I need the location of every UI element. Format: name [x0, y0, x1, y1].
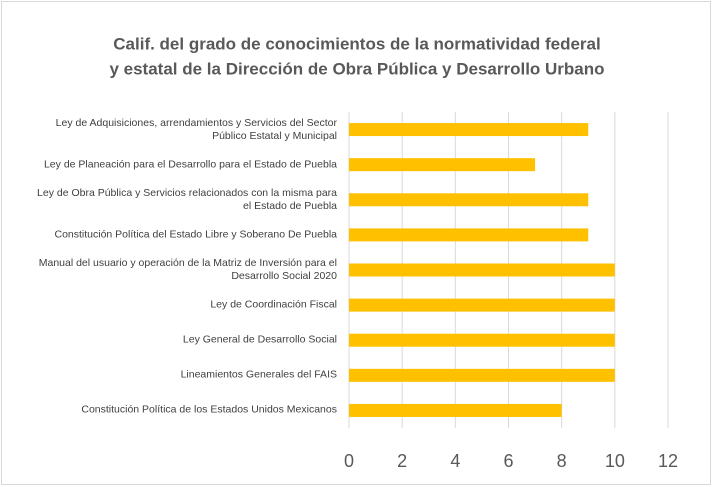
- y-tick-label: Ley General de Desarrollo Social: [182, 333, 337, 346]
- x-tick-label: 2: [397, 451, 407, 471]
- y-tick-label: Ley de Adquisiciones, arrendamientos y S…: [55, 116, 337, 142]
- y-tick-label: Lineamientos Generales del FAIS: [180, 368, 337, 381]
- y-tick-label: Ley de Obra Pública y Servicios relacion…: [37, 186, 337, 212]
- bar: [349, 333, 615, 347]
- y-tick-label: Constitución Política del Estado Libre y…: [54, 228, 337, 241]
- x-tick-label: 0: [344, 451, 354, 471]
- x-tick-label: 8: [557, 451, 567, 471]
- bar: [349, 228, 589, 242]
- y-tick-label: Manual del usuario y operación de la Mat…: [38, 257, 337, 282]
- chart-title: Calif. del grado de conocimientos de la …: [113, 34, 600, 53]
- x-tick-label: 10: [605, 451, 625, 471]
- x-tick-label: 4: [450, 451, 460, 471]
- y-tick-label: Ley de Coordinación Fiscal: [210, 298, 337, 311]
- bar: [349, 123, 589, 137]
- chart-title: y estatal de la Dirección de Obra Públic…: [109, 59, 604, 78]
- y-tick-label: Ley de Planeación para el Desarrollo par…: [43, 158, 337, 171]
- bar: [349, 298, 615, 312]
- bar: [349, 403, 562, 417]
- x-tick-label: 6: [503, 451, 513, 471]
- bar: [349, 263, 615, 277]
- bar: [349, 368, 615, 382]
- bar: [349, 158, 536, 172]
- y-tick-label: Constitución Política de los Estados Uni…: [81, 403, 337, 416]
- bar: [349, 193, 589, 207]
- x-tick-label: 12: [658, 451, 678, 471]
